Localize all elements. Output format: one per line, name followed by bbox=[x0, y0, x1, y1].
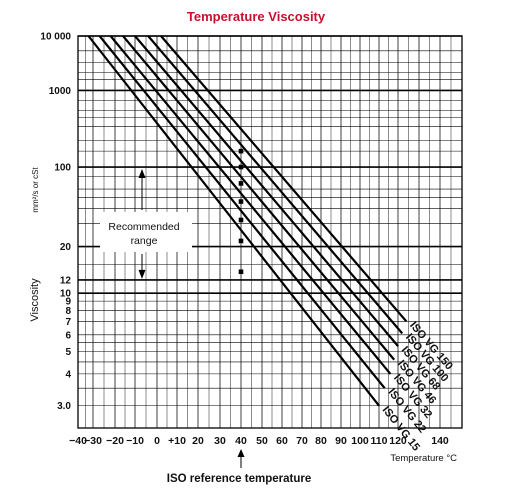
reference-point bbox=[238, 238, 244, 244]
y-tick-label: 10 bbox=[60, 289, 72, 300]
series-line-vg46 bbox=[122, 35, 396, 361]
series-layer bbox=[87, 35, 408, 407]
x-tick-label: 40 bbox=[235, 435, 247, 447]
x-tick-label: 50 bbox=[256, 435, 268, 447]
y-tick-label: 5 bbox=[65, 347, 71, 358]
x-tick-label: 70 bbox=[296, 435, 308, 447]
y-tick-label: 12 bbox=[60, 275, 72, 286]
reference-point bbox=[238, 217, 244, 223]
y-tick-label: 3.0 bbox=[57, 401, 71, 412]
y-tick-label: 6 bbox=[65, 330, 71, 341]
y-tick-label: 20 bbox=[60, 242, 72, 253]
y-tick-label: 100 bbox=[54, 163, 71, 174]
series-line-vg68 bbox=[134, 35, 399, 347]
x-tick-label: 90 bbox=[335, 435, 347, 447]
iso-ref-arrowhead bbox=[237, 449, 245, 457]
y-tick-label: 10 000 bbox=[40, 32, 71, 43]
recommended-range-label: Recommended range bbox=[108, 221, 179, 247]
y-tick-label: 1000 bbox=[49, 86, 72, 97]
x-tick-label: 80 bbox=[315, 435, 327, 447]
iso-reference-label: ISO reference temperature bbox=[167, 473, 311, 485]
x-axis-label: Temperature °C bbox=[390, 453, 457, 464]
reference-point bbox=[238, 148, 244, 154]
y-tick-label: 8 bbox=[65, 306, 71, 317]
reference-point bbox=[238, 181, 244, 186]
series-line-vg15 bbox=[87, 35, 380, 407]
x-tick-label: 100 bbox=[351, 435, 369, 447]
range-arrowhead-up bbox=[138, 169, 146, 179]
plot-border bbox=[77, 35, 463, 429]
x-tick-label: 0 bbox=[154, 435, 160, 447]
x-tick-label: 120 bbox=[389, 435, 407, 447]
series-line-vg150 bbox=[160, 35, 408, 323]
recommended-range-bg bbox=[100, 212, 192, 252]
series-line-vg22 bbox=[98, 35, 386, 389]
annotation-layer: Recommended range ISO reference temperatur… bbox=[100, 169, 311, 485]
chart-title: Temperature Viscosity bbox=[186, 9, 326, 24]
x-tick-label: +10 bbox=[168, 435, 186, 447]
x-tick-label: 60 bbox=[276, 435, 288, 447]
x-tick-label: −30 bbox=[84, 435, 102, 447]
y-tick-label: 7 bbox=[65, 317, 71, 328]
reference-point bbox=[238, 164, 244, 170]
series-line-vg100 bbox=[147, 35, 404, 335]
x-tick-label: 140 bbox=[431, 435, 449, 447]
y-tick-label: 4 bbox=[65, 369, 71, 380]
reference-point bbox=[238, 269, 244, 275]
recommended-range-line: range bbox=[131, 235, 158, 247]
x-tick-label: −10 bbox=[126, 435, 144, 447]
series-line-vg32 bbox=[109, 35, 392, 375]
recommended-range-line: Recommended bbox=[108, 221, 179, 233]
x-tick-label: −40 bbox=[69, 435, 87, 447]
range-arrowhead-down bbox=[138, 269, 146, 279]
x-tick-label: 30 bbox=[214, 435, 226, 447]
y-axis-units: mm²/s or cSt bbox=[31, 167, 40, 213]
y-axis-label: Viscosity bbox=[29, 278, 41, 322]
x-tick-label: −20 bbox=[106, 435, 124, 447]
x-tick-label: 20 bbox=[192, 435, 204, 447]
y-tick-label: 9 bbox=[65, 297, 71, 308]
x-tick-label: 110 bbox=[371, 435, 388, 447]
reference-point bbox=[238, 199, 244, 204]
